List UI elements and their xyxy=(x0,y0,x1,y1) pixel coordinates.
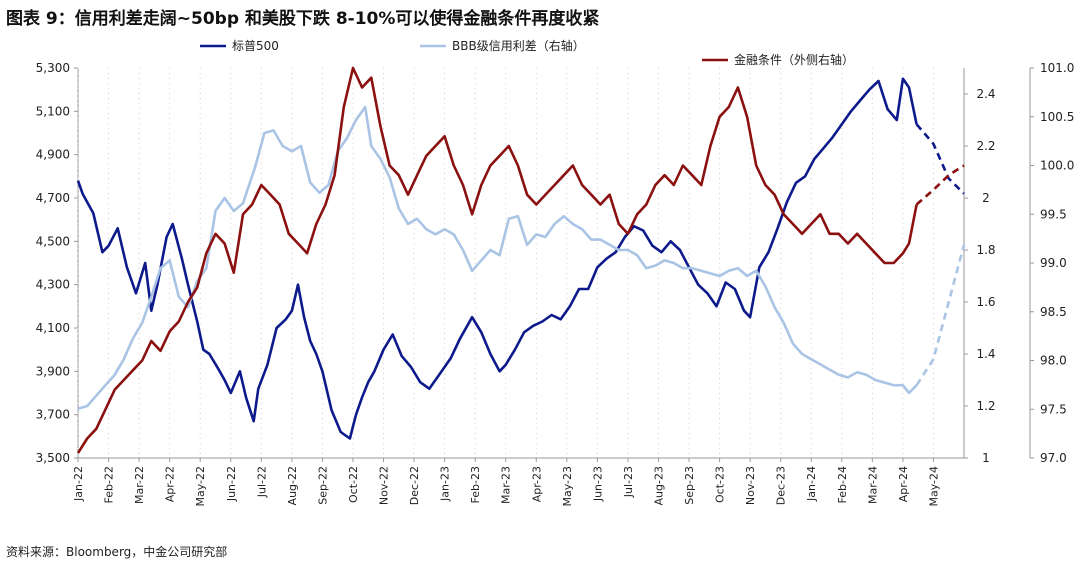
outer-right-tick-label: 101.0 xyxy=(1040,61,1074,75)
chart-source: 资料来源：Bloomberg，中金公司研究部 xyxy=(6,545,228,559)
x-tick-label: Nov-22 xyxy=(378,466,391,505)
x-tick-label: Mar-24 xyxy=(866,466,879,504)
chart-title: 图表 9：信用利差走阔~50bp 和美股下跌 8-10%可以使得金融条件再度收紧 xyxy=(6,9,600,29)
x-tick-label: Dec-23 xyxy=(775,466,788,505)
left-tick-label: 4,100 xyxy=(36,321,70,335)
left-tick-label: 3,700 xyxy=(36,408,70,422)
left-tick-label: 3,500 xyxy=(36,451,70,465)
x-tick-label: Oct-22 xyxy=(347,466,360,503)
x-tick-label: Jun-23 xyxy=(591,466,604,502)
x-tick-label: Sep-22 xyxy=(316,466,329,505)
series-line-0 xyxy=(76,77,918,440)
x-tick-label: Mar-22 xyxy=(133,466,146,504)
outer-right-tick-label: 98.0 xyxy=(1040,354,1067,368)
series-forecast-line-1 xyxy=(915,244,966,386)
x-tick-label: Aug-22 xyxy=(286,466,299,505)
series-line-1 xyxy=(77,105,918,410)
right-tick-label: 1.4 xyxy=(976,347,995,361)
x-tick-label: Apr-23 xyxy=(530,466,543,502)
x-tick-label: Jun-22 xyxy=(225,466,238,502)
legend-label: 标普500 xyxy=(232,39,279,53)
x-tick-label: Dec-22 xyxy=(408,466,421,505)
x-tick-label: Mar-23 xyxy=(500,466,513,504)
outer-right-tick-label: 98.5 xyxy=(1040,305,1067,319)
right-tick-label: 1.6 xyxy=(976,295,995,309)
outer-right-tick-label: 99.0 xyxy=(1040,256,1067,270)
outer-right-tick-label: 99.5 xyxy=(1040,207,1067,221)
x-tick-label: Jul-23 xyxy=(622,466,635,498)
outer-right-tick-label: 100.5 xyxy=(1040,110,1074,124)
x-tick-label: Apr-22 xyxy=(164,466,177,502)
x-tick-label: Nov-23 xyxy=(744,466,757,505)
x-tick-label: May-22 xyxy=(194,466,207,507)
left-tick-label: 5,100 xyxy=(36,104,70,118)
right-tick-label: 1 xyxy=(982,451,990,465)
x-tick-label: May-23 xyxy=(561,466,574,507)
right-tick-label: 2.2 xyxy=(976,139,995,153)
right-tick-label: 2.4 xyxy=(976,87,995,101)
x-tick-label: Feb-24 xyxy=(836,466,849,503)
series-forecast-line-0 xyxy=(915,123,965,195)
left-tick-label: 5,300 xyxy=(36,61,70,75)
x-tick-label: May-24 xyxy=(927,466,940,507)
legend-label: 金融条件（外侧右轴） xyxy=(734,52,854,67)
x-tick-label: Jan-24 xyxy=(805,466,818,502)
left-tick-label: 4,300 xyxy=(36,278,70,292)
legend-label: BBB级信用利差（右轴） xyxy=(452,38,585,53)
outer-right-tick-label: 100.0 xyxy=(1040,159,1074,173)
right-tick-label: 1.8 xyxy=(976,243,995,257)
x-tick-label: Sep-23 xyxy=(683,466,696,505)
x-tick-label: Feb-23 xyxy=(469,466,482,503)
x-tick-label: Apr-24 xyxy=(897,466,910,502)
series-forecast-line-2 xyxy=(915,164,965,206)
x-tick-label: Feb-22 xyxy=(103,466,116,503)
outer-right-tick-label: 97.5 xyxy=(1040,402,1067,416)
series-line-2 xyxy=(76,66,918,454)
left-tick-label: 4,500 xyxy=(36,234,70,248)
left-tick-label: 4,700 xyxy=(36,191,70,205)
left-tick-label: 4,900 xyxy=(36,148,70,162)
x-tick-label: Oct-23 xyxy=(714,466,727,503)
right-tick-label: 2 xyxy=(982,191,990,205)
outer-right-tick-label: 97.0 xyxy=(1040,451,1067,465)
x-tick-label: Jul-22 xyxy=(255,466,268,498)
left-tick-label: 3,900 xyxy=(36,364,70,378)
right-tick-label: 1.2 xyxy=(976,399,995,413)
x-tick-label: Aug-23 xyxy=(652,466,665,505)
x-tick-label: Jan-23 xyxy=(439,466,452,502)
x-tick-label: Jan-22 xyxy=(72,466,85,502)
